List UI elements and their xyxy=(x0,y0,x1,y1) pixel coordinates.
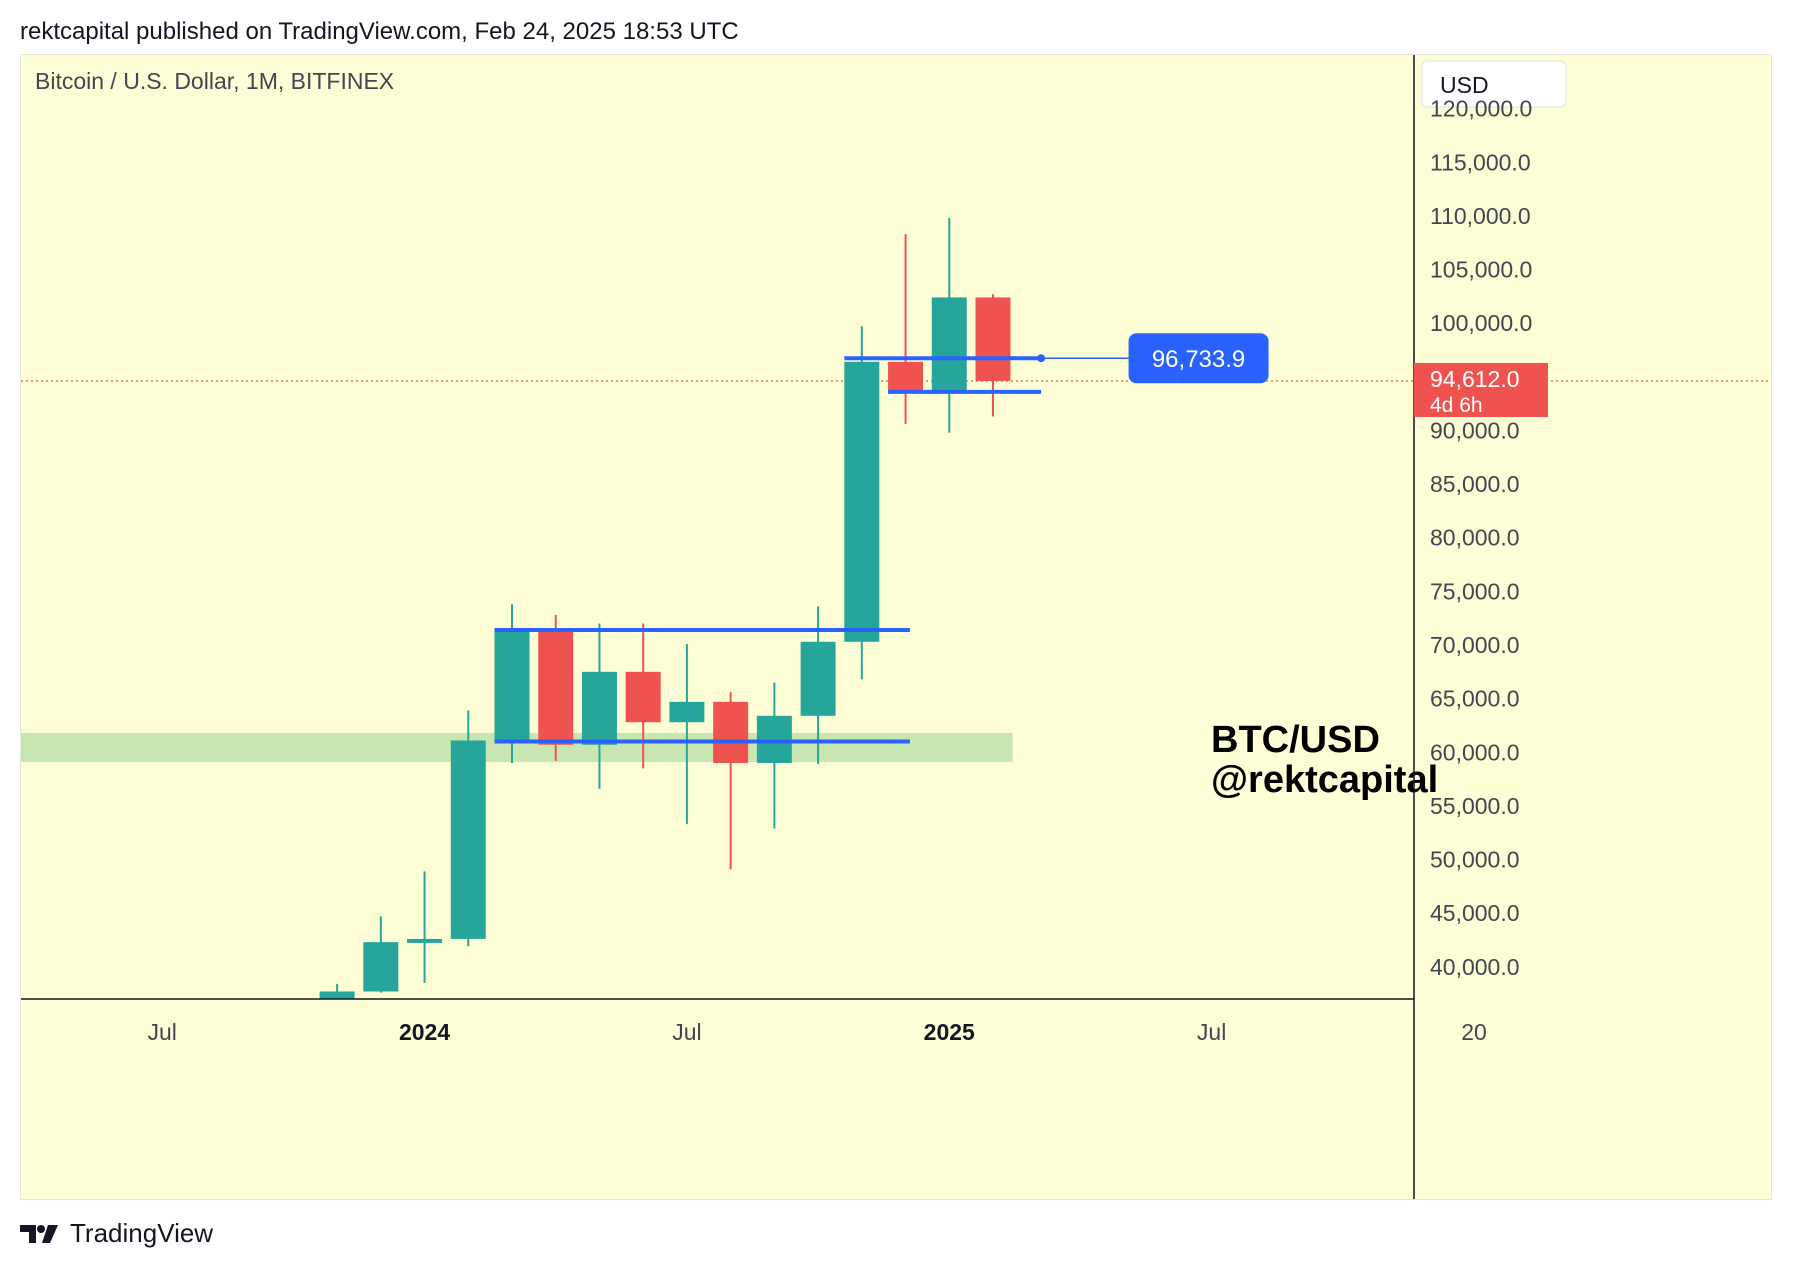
tradingview-logo-icon xyxy=(20,1224,58,1243)
y-tick-label: 70,000.0 xyxy=(1430,632,1520,658)
x-tick-label: 2024 xyxy=(399,1019,450,1045)
price-callout-label: 96,733.9 xyxy=(1152,346,1245,373)
y-tick-label: 55,000.0 xyxy=(1430,793,1520,819)
annotation-line2: @rektcapital xyxy=(1211,759,1438,801)
price-callout-box[interactable] xyxy=(1128,333,1269,384)
y-tick-label: 40,000.0 xyxy=(1430,954,1520,980)
y-tick-label: 110,000.0 xyxy=(1430,203,1531,229)
candle-body[interactable] xyxy=(407,938,443,943)
candle-body[interactable] xyxy=(756,715,792,763)
candle-body[interactable] xyxy=(800,641,836,716)
candle-countdown: 4d 6h xyxy=(1430,394,1483,417)
last-price-label: 94,612.0 xyxy=(1430,366,1520,392)
y-tick-label: 65,000.0 xyxy=(1430,686,1520,712)
symbol-title: Bitcoin / U.S. Dollar, 1M, BITFINEX xyxy=(35,68,394,94)
y-tick-label: 75,000.0 xyxy=(1430,578,1520,604)
x-tick-label: Jul xyxy=(1197,1019,1226,1045)
candle-body[interactable] xyxy=(713,701,749,763)
last-price-tag[interactable] xyxy=(1414,362,1548,417)
footer: TradingView xyxy=(20,1218,213,1249)
candle-body[interactable] xyxy=(538,631,574,745)
currency-label: USD xyxy=(1440,72,1489,98)
candle-body[interactable] xyxy=(975,297,1011,381)
annotation-line1: BTC/USD xyxy=(1211,719,1380,761)
y-tick-label: 80,000.0 xyxy=(1430,525,1520,551)
candle-body[interactable] xyxy=(494,631,530,741)
x-tick-label: 2025 xyxy=(924,1019,975,1045)
x-tick-label: Jul xyxy=(147,1019,176,1045)
candle-body[interactable] xyxy=(363,942,399,992)
y-tick-label: 105,000.0 xyxy=(1430,257,1532,283)
chart-panel[interactable]: 96,733.9 BTC/USD @rektcapital Bitcoin / U.S… xyxy=(20,54,1772,1200)
publish-header: rektcapital published on TradingView.com… xyxy=(20,18,739,45)
y-tick-label: 100,000.0 xyxy=(1430,310,1532,336)
x-tick-label: Jul xyxy=(672,1019,701,1045)
x-tick-label: 20 xyxy=(1461,1019,1487,1045)
y-tick-label: 115,000.0 xyxy=(1430,149,1531,175)
y-tick-label: 90,000.0 xyxy=(1430,417,1520,443)
currency-button[interactable] xyxy=(1421,60,1567,108)
candle-body[interactable] xyxy=(669,701,705,723)
y-tick-label: 85,000.0 xyxy=(1430,471,1520,497)
y-tick-label: 50,000.0 xyxy=(1430,847,1520,873)
candle-body[interactable] xyxy=(450,740,486,939)
candlestick-chart[interactable]: 96,733.9 BTC/USD@rektcapital Bitcoin / U.S… xyxy=(21,55,1772,1200)
candle-body[interactable] xyxy=(931,297,967,393)
candle-body[interactable] xyxy=(625,671,661,723)
candle-body[interactable] xyxy=(319,991,355,999)
footer-brand: TradingView xyxy=(70,1218,214,1248)
candle-body[interactable] xyxy=(844,361,880,642)
candle-body[interactable] xyxy=(581,671,617,745)
y-tick-label: 60,000.0 xyxy=(1430,739,1520,765)
y-tick-label: 45,000.0 xyxy=(1430,900,1520,926)
y-tick-label: 120,000.0 xyxy=(1430,96,1532,122)
candle-body[interactable] xyxy=(888,361,924,393)
